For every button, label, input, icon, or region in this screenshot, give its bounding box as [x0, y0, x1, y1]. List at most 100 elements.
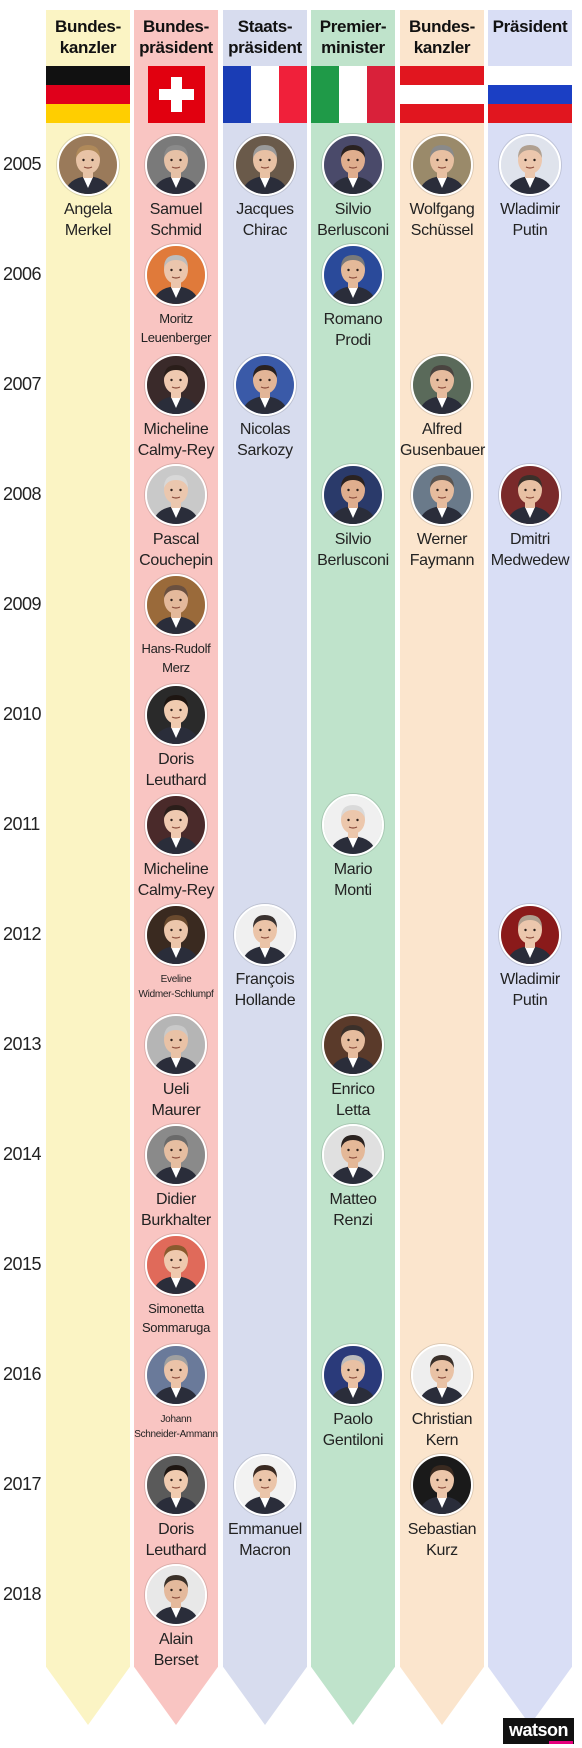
leader-name: Alain Berset	[153, 1631, 199, 1669]
year-label: 2013	[3, 1034, 42, 1054]
flag-france-icon	[223, 66, 307, 123]
leader-name: Micheline Calmy-Rey	[137, 861, 215, 899]
leader-name: Silvio Berlusconi	[317, 531, 389, 569]
leader-name: Christian Kern	[411, 1411, 473, 1449]
leader-card: Micheline Calmy-Rey	[134, 794, 218, 901]
leader-portrait	[145, 904, 207, 966]
leader-portrait	[322, 1014, 384, 1076]
leader-name: Pascal Couchepin	[139, 531, 213, 569]
column-france	[223, 10, 307, 1725]
leader-card: Dmitri Medwedew	[488, 464, 572, 571]
leader-name: Doris Leuthard	[145, 1521, 207, 1559]
leader-portrait	[145, 244, 207, 306]
leader-name: Romano Prodi	[323, 311, 383, 349]
leader-card: Nicolas Sarkozy	[223, 354, 307, 461]
leader-portrait	[411, 134, 473, 196]
column-title: Bundes- kanzler	[409, 17, 475, 57]
leader-name: Mario Monti	[333, 861, 373, 899]
leader-portrait	[499, 464, 561, 526]
leader-portrait	[322, 1124, 384, 1186]
leader-name: Silvio Berlusconi	[317, 201, 389, 239]
leader-card: Emmanuel Macron	[223, 1454, 307, 1561]
flag-russia-icon	[488, 66, 572, 123]
leader-card: Silvio Berlusconi	[311, 134, 395, 241]
year-label: 2016	[3, 1364, 42, 1384]
leader-portrait	[322, 1344, 384, 1406]
leader-name: Enrico Letta	[331, 1081, 375, 1119]
leader-card: Jacques Chirac	[223, 134, 307, 241]
year-label: 2012	[3, 924, 42, 944]
leader-card: Silvio Berlusconi	[311, 464, 395, 571]
brand-accent	[549, 1741, 573, 1744]
leader-card: Doris Leuthard	[134, 684, 218, 791]
leader-name: Wladimir Putin	[500, 201, 560, 239]
leader-card: Ueli Maurer	[134, 1014, 218, 1121]
leader-portrait	[145, 134, 207, 196]
leader-card: Johann Schneider-Ammann	[134, 1344, 218, 1442]
column-title: Bundes- kanzler	[55, 17, 121, 57]
leader-name: Johann Schneider-Ammann	[134, 1414, 218, 1440]
flag-austria-icon	[400, 66, 484, 123]
leader-name: Wolfgang Schüssel	[409, 201, 475, 239]
flag-germany-icon	[46, 66, 130, 123]
column-title: Premier- minister	[319, 17, 387, 57]
leader-name: Dmitri Medwedew	[490, 531, 570, 569]
leader-card: Wladimir Putin	[488, 134, 572, 241]
leader-portrait	[145, 1454, 207, 1516]
leader-name: Emmanuel Macron	[227, 1521, 303, 1559]
leader-card: François Hollande	[223, 904, 307, 1011]
year-label: 2008	[3, 484, 42, 504]
column-title: Staats- präsident	[228, 17, 302, 57]
year-label: 2005	[3, 154, 42, 174]
leader-name: Jacques Chirac	[236, 201, 294, 239]
leader-name: Paolo Gentiloni	[322, 1411, 384, 1449]
leader-card: Samuel Schmid	[134, 134, 218, 241]
leader-name: Sebastian Kurz	[407, 1521, 477, 1559]
leader-name: Nicolas Sarkozy	[237, 421, 293, 459]
leader-name: François Hollande	[234, 971, 296, 1009]
brand-logo: watson	[502, 1718, 574, 1744]
leader-portrait	[411, 464, 473, 526]
flag-italy-icon	[311, 66, 395, 123]
leader-portrait	[322, 794, 384, 856]
leader-name: Didier Burkhalter	[141, 1191, 211, 1229]
leader-portrait	[234, 134, 296, 196]
leader-card: Angela Merkel	[46, 134, 130, 241]
leader-portrait	[322, 464, 384, 526]
leader-portrait	[234, 354, 296, 416]
leader-card: Mario Monti	[311, 794, 395, 901]
leader-card: Matteo Renzi	[311, 1124, 395, 1231]
leader-card: Wladimir Putin	[488, 904, 572, 1011]
leader-portrait	[145, 794, 207, 856]
leader-card: Eveline Widmer-Schlumpf	[134, 904, 218, 1002]
column-germany	[46, 10, 130, 1725]
year-label: 2017	[3, 1474, 42, 1494]
leader-name: Hans-Rudolf Merz	[141, 641, 211, 675]
flag-switzerland-icon	[147, 66, 205, 123]
leader-portrait	[234, 1454, 296, 1516]
leader-name: Moritz Leuenberger	[140, 311, 212, 345]
leader-card: Christian Kern	[400, 1344, 484, 1451]
column-austria	[400, 10, 484, 1725]
leader-card: Pascal Couchepin	[134, 464, 218, 571]
leader-portrait	[234, 904, 296, 966]
leader-name: Micheline Calmy-Rey	[137, 421, 215, 459]
leader-portrait	[499, 134, 561, 196]
leader-portrait	[145, 1014, 207, 1076]
year-label: 2018	[3, 1584, 42, 1604]
year-label: 2010	[3, 704, 42, 724]
leader-card: Micheline Calmy-Rey	[134, 354, 218, 461]
leader-portrait	[145, 1124, 207, 1186]
leader-name: Doris Leuthard	[145, 751, 207, 789]
column-title: Präsident	[492, 17, 568, 36]
leader-card: Simonetta Sommaruga	[134, 1234, 218, 1337]
column-title: Bundes- präsident	[139, 17, 213, 57]
leader-portrait	[411, 1344, 473, 1406]
year-label: 2006	[3, 264, 42, 284]
leader-portrait	[145, 1344, 207, 1406]
leader-name: Simonetta Sommaruga	[141, 1301, 211, 1335]
leader-card: Enrico Letta	[311, 1014, 395, 1121]
leader-portrait	[411, 354, 473, 416]
year-label: 2015	[3, 1254, 42, 1274]
leader-name: Alfred Gusenbauer	[400, 421, 486, 459]
